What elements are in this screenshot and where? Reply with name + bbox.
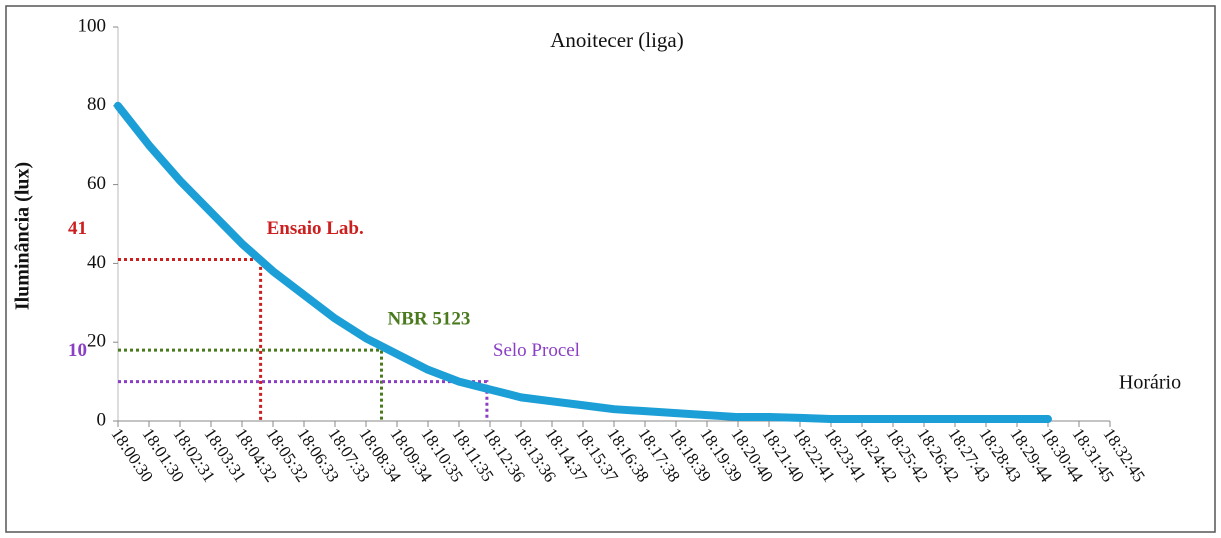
guide-line <box>118 257 263 421</box>
y-tick-label: 80 <box>87 94 106 115</box>
guide-label: NBR 5123 <box>388 308 471 329</box>
guide-label: Selo Procel <box>493 340 580 361</box>
y-tick-label: 20 <box>87 331 106 352</box>
y-tick-label: 60 <box>87 173 106 194</box>
x-axis-title: Horário <box>1119 372 1181 394</box>
guide-value: 41 <box>68 218 87 239</box>
data-line <box>114 101 1052 424</box>
y-tick-label: 100 <box>78 15 107 36</box>
frame <box>5 5 1216 533</box>
guide-value: 10 <box>68 340 87 361</box>
y-tick-label: 0 <box>97 409 107 430</box>
y-tick-label: 40 <box>87 252 106 273</box>
guide-label: Ensaio Lab. <box>267 218 364 239</box>
y-axis-title: Iluminância (lux) <box>12 162 34 310</box>
guide-line <box>118 348 383 421</box>
chart-title: Anoitecer (liga) <box>550 28 684 52</box>
guide-line <box>118 380 489 421</box>
